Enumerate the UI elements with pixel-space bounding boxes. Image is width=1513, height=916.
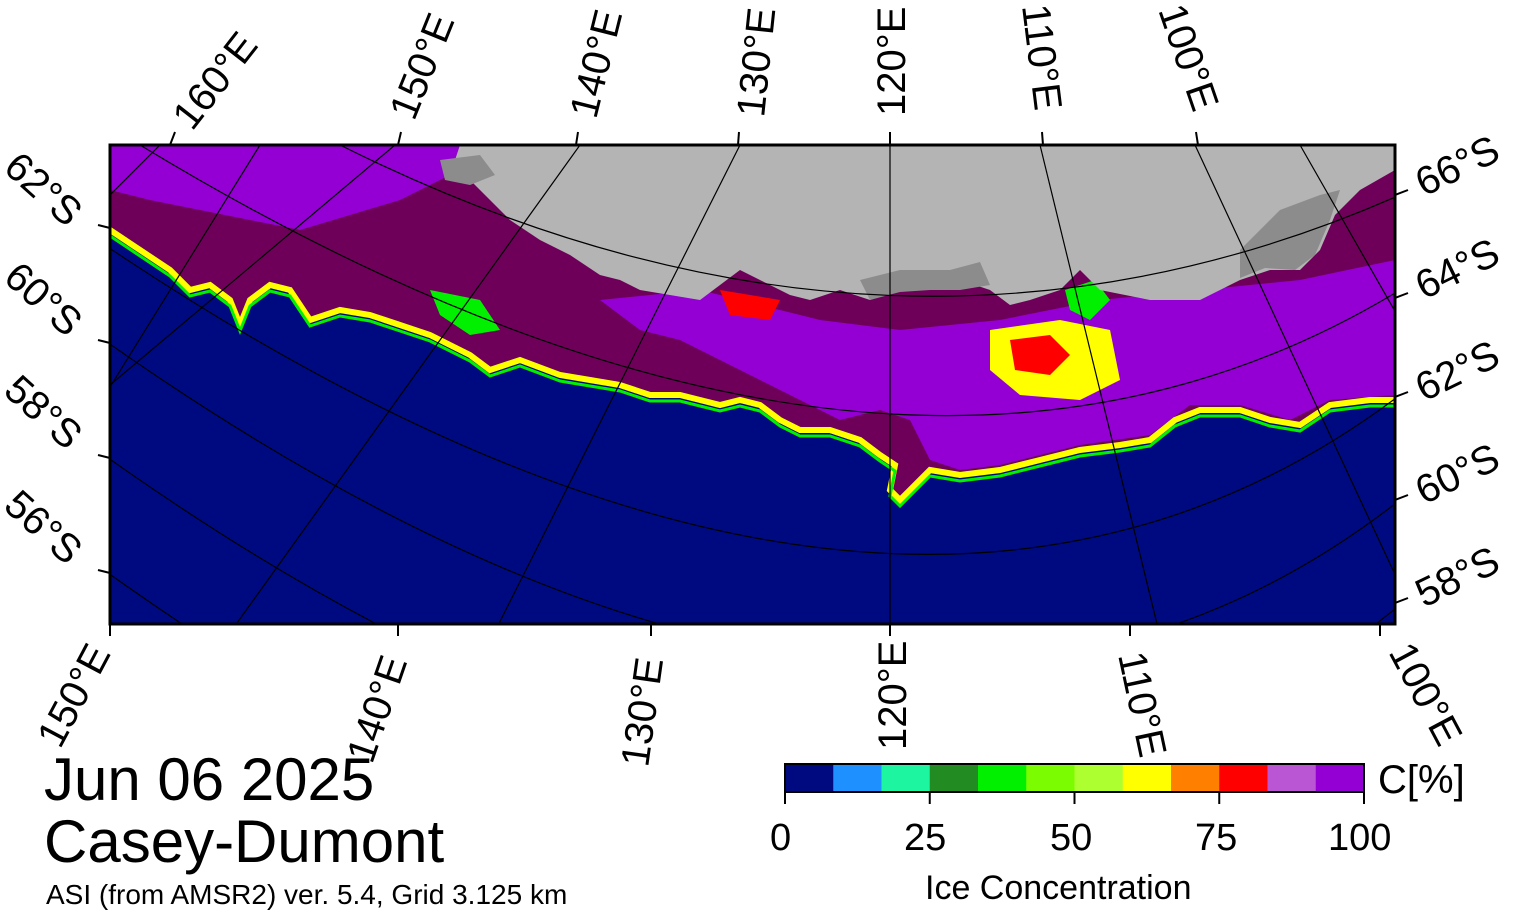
map-date: Jun 06 2025 (44, 746, 375, 813)
colorbar-swatch (1171, 764, 1220, 792)
colorbar-swatch (785, 764, 834, 792)
top-lon-label: 160°E (164, 24, 266, 137)
top-lon-label: 130°E (729, 6, 784, 119)
colorbar-tick-label: 50 (1050, 817, 1093, 859)
left-lat-label: 62°S (0, 144, 90, 235)
right-lat-label: 60°S (1409, 435, 1507, 513)
right-lat-label: 66°S (1409, 127, 1507, 205)
colorbar-tick-label: 75 (1195, 817, 1238, 859)
bottom-lon-label: 150°E (29, 637, 119, 754)
right-lat-label: 64°S (1409, 230, 1507, 308)
left-lat-label: 56°S (0, 482, 90, 573)
region-name: Casey-Dumont (44, 808, 445, 875)
colorbar (785, 764, 1365, 792)
colorbar-swatch (1026, 764, 1075, 792)
frame-ticks (97, 131, 1409, 636)
colorbar-swatch (1219, 764, 1268, 792)
antarctic-land (455, 145, 1395, 305)
top-lon-label: 120°E (870, 7, 914, 116)
top-lon-label: 150°E (382, 7, 464, 125)
colorbar-swatch (978, 764, 1027, 792)
colorbar-swatch (1267, 764, 1317, 792)
sea-ice-purple-zone (110, 145, 460, 230)
polynya-patch (1065, 280, 1110, 320)
right-lat-label: 62°S (1409, 332, 1507, 410)
colorbar-tick-label: 100 (1328, 817, 1392, 859)
left-lat-label: 58°S (0, 367, 90, 458)
right-lat-label: 58°S (1409, 538, 1507, 616)
top-lon-label: 110°E (1013, 2, 1070, 113)
bottom-lon-label: 100°E (1380, 636, 1470, 753)
bottom-lon-label: 130°E (613, 655, 672, 769)
ice-shelf (1240, 190, 1340, 278)
colorbar-swatch (1122, 764, 1172, 792)
ice-edge (110, 227, 1395, 505)
polynya-patch (1010, 335, 1070, 375)
top-lon-label: 140°E (562, 5, 631, 122)
colorbar-tick-label: 25 (904, 817, 947, 859)
polynya-patch (430, 290, 500, 335)
colorbar-tick-label: 0 (770, 817, 792, 859)
ice-edge (110, 234, 1395, 509)
polynya-patch (720, 290, 780, 320)
top-lon-label: 100°E (1149, 0, 1226, 116)
colorbar-title: Ice Concentration (925, 869, 1192, 907)
ice-shelf (440, 155, 495, 185)
colorbar-swatch (881, 764, 931, 792)
bottom-lon-label: 120°E (871, 641, 915, 750)
colorbar-ticks (784, 792, 1365, 804)
colorbar-unit: C[%] (1378, 758, 1465, 802)
product-info: ASI (from AMSR2) ver. 5.4, Grid 3.125 km (46, 879, 568, 910)
bottom-lon-label: 110°E (1109, 648, 1174, 761)
colorbar-swatch (929, 764, 979, 792)
ice-shelf (860, 262, 990, 300)
colorbar-swatch (1074, 764, 1124, 792)
left-lat-label: 60°S (0, 254, 90, 345)
colorbar-swatch (1315, 764, 1365, 792)
graticule (110, 145, 1395, 624)
colorbar-swatch (833, 764, 882, 792)
map-frame (108, 143, 1397, 626)
